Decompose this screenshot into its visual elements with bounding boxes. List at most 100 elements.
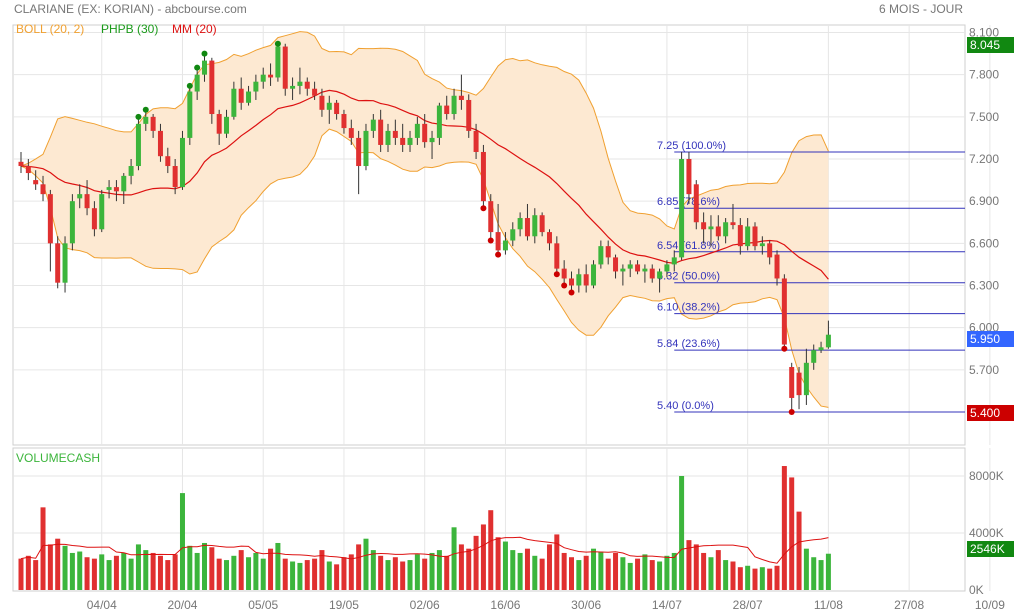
candle-body [40,184,46,195]
candle-body [444,105,450,115]
candle-body [745,226,751,247]
candle-body [649,268,655,279]
volume-bar [407,560,413,590]
candle-body [385,130,391,145]
phpb-low-marker [788,409,795,415]
candle-body [671,257,677,265]
candle-body [187,91,193,138]
low-badge-label: 5.400 [970,406,1000,420]
date-tick-label: 05/05 [248,598,278,612]
volume-bar [517,552,523,590]
volume-bar [444,555,450,590]
candle-body [613,257,619,272]
candle-body [363,130,369,167]
price-tick-label: 7.200 [969,152,999,166]
volume-bar [605,558,611,590]
candle-body [238,88,244,103]
volume-bar [268,548,274,590]
volume-bar [99,554,105,590]
volume-bar [290,561,296,590]
candle-body [422,123,428,143]
volume-bar [106,560,112,590]
candle-body [400,137,406,145]
volume-bar [84,557,90,590]
candle-body [569,278,574,286]
last-volume-badge [967,541,1014,557]
volume-bar [341,557,347,590]
volume-bars [18,466,831,590]
volume-panel-frame [12,447,966,592]
volume-bar [370,550,376,590]
volume-bar [767,568,773,590]
volume-bar [803,548,809,590]
volume-bar [224,560,230,590]
volume-bar [179,493,185,590]
candle-body [202,60,207,75]
candle-body [179,137,185,188]
phpb-markers [135,40,795,415]
volume-bar [642,554,648,590]
volume-bar [385,560,391,590]
date-tick-label: 11/08 [814,598,843,612]
candle-body [84,194,90,209]
candle-body [194,74,200,92]
volume-bar [135,544,141,590]
fibonacci-label: 6.54 (61.8%) [657,240,720,252]
price-axis: 8.1007.8007.5007.2006.9006.6006.3006.000… [969,26,999,377]
volume-bar [378,555,384,590]
candle-body [348,128,354,138]
volume-bar [429,552,435,590]
volume-bar [708,557,714,590]
last-price-badge [967,331,1014,347]
phpb-high-marker [201,50,208,57]
volume-bar [759,567,765,590]
candle-body [150,116,156,131]
volume-bar [825,553,831,590]
volume-bar [546,544,552,590]
volume-bar [436,550,442,590]
low-badge [967,405,1014,421]
volume-bar [502,541,508,590]
candle-body [715,226,721,237]
volume-bar [473,535,479,590]
candle-body [532,215,538,237]
candle-body [18,161,24,167]
high-badge-label: 8.045 [970,38,1000,52]
volume-bar [392,557,398,590]
volume-bar [635,558,641,590]
candle-body [216,114,222,134]
candle-body [679,159,685,258]
price-tick-label: 6.600 [969,236,999,250]
volume-average-line [20,536,829,564]
volume-bar [576,560,582,590]
volume-bar [282,558,288,590]
candle-body [157,130,163,157]
volume-bar [701,552,707,590]
volume-bar [69,552,75,590]
volume-bar [569,557,574,590]
volume-bar [363,538,369,590]
volume-bar [326,561,332,590]
candle-body [752,226,758,247]
candle-body [378,119,384,145]
volume-bar [451,527,457,590]
volume-bar [260,558,266,590]
candle-body [99,194,105,230]
candle-body [627,264,633,269]
date-tick-label: 04/04 [87,598,117,612]
fibonacci-label: 6.10 (38.2%) [657,302,720,314]
fibonacci-label: 5.84 (23.6%) [657,338,720,350]
chart-title: CLARIANE (EX: KORIAN) - abcbourse.com [14,2,247,16]
candle-body [605,246,611,258]
candle-body [121,175,127,192]
candle-body [693,184,699,223]
volume-bar [524,548,530,590]
volume-tick-label: 4000K [969,526,1004,540]
candle-body [517,218,523,230]
candle-body [488,201,494,233]
volume-bar [157,555,163,590]
candle-body [370,119,376,131]
volume-bar [796,511,802,590]
candle-body [113,187,119,192]
candle-body [268,74,274,78]
